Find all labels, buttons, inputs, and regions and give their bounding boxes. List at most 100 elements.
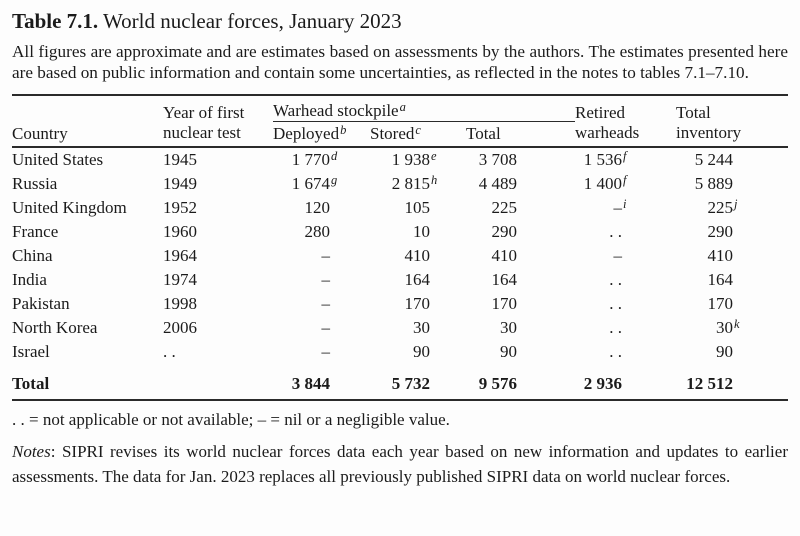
footnote-ref: d [331, 149, 338, 163]
table-description: All figures are approximate and are esti… [12, 42, 788, 82]
table-title-text: World nuclear forces, January 2023 [98, 9, 402, 33]
table-row-united-kingdom: United Kingdom 1952 120 105 225 –i 225j [12, 196, 788, 220]
cell-country: United States [12, 150, 104, 169]
cell-country: China [12, 246, 53, 265]
cell-country: Russia [12, 174, 58, 193]
cell-total: 30 [500, 318, 518, 337]
cell-country: North Korea [12, 318, 98, 337]
footnote-ref: h [431, 173, 438, 187]
cell-deployed: 120 [304, 198, 331, 217]
cell-total: 164 [491, 270, 518, 289]
notes-text: : SIPRI revises its world nuclear forces… [12, 442, 788, 486]
footnote-ref: k [734, 317, 740, 331]
cell-retired: . . [609, 342, 623, 361]
cell-stored: 90 [413, 342, 430, 361]
cell-deployed: – [321, 318, 331, 337]
cell-retired: . . [609, 294, 623, 313]
cell-year: 1964 [163, 246, 197, 265]
table-notes: Notes: SIPRI revises its world nuclear f… [12, 439, 788, 489]
cell-inventory: 170 [707, 294, 734, 313]
cell-total-stored: 5 732 [391, 374, 430, 393]
footnote-ref-b: b [340, 123, 347, 137]
table-number-label: Table 7.1. [12, 9, 99, 33]
cell-total: 170 [491, 294, 518, 313]
cell-total: 90 [500, 342, 518, 361]
cell-country: Pakistan [12, 294, 70, 313]
cell-country: United Kingdom [12, 198, 127, 217]
footnote-ref: g [331, 173, 338, 187]
table-row-north-korea: North Korea 2006 – 30 30 . . 30k [12, 316, 788, 340]
cell-total: 410 [491, 246, 518, 265]
cell-year: 1952 [163, 198, 197, 217]
footnote-ref-c: c [415, 123, 421, 137]
cell-inventory: 90 [716, 342, 734, 361]
cell-stored: 410 [404, 246, 431, 265]
table-row-israel: Israel . . – 90 90 . . 90 [12, 340, 788, 364]
cell-year: . . [163, 342, 176, 361]
header-row-sub: Deployedb Storedc Total [12, 122, 788, 148]
cell-deployed: 280 [304, 222, 331, 241]
table-body: United States 1945 1 770d 1 938e 3 708 1… [12, 147, 789, 400]
cell-total-deployed: 3 844 [291, 374, 330, 393]
cell-deployed: 1 770d [273, 147, 370, 172]
table-header: Country Year of first nuclear test Warhe… [12, 95, 789, 148]
table-row-india: India 1974 – 164 164 . . 164 [12, 268, 788, 292]
cell-stored: 30 [413, 318, 430, 337]
cell-deployed: – [321, 246, 331, 265]
table-row-pakistan: Pakistan 1998 – 170 170 . . 170 [12, 292, 788, 316]
cell-stored: 10 [413, 222, 430, 241]
cell-year: 1998 [163, 294, 197, 313]
table-row-united-states: United States 1945 1 770d 1 938e 3 708 1… [12, 147, 788, 172]
cell-stored: 105 [404, 198, 431, 217]
cell-inventory: 5 889 [694, 174, 734, 193]
col-header-stockpile-total: Total [466, 124, 501, 143]
footnote-ref: f [623, 173, 627, 187]
symbols-legend: . . = not applicable or not available; –… [12, 410, 450, 429]
cell-country: France [12, 222, 59, 241]
cell-retired: – [613, 246, 623, 265]
cell-year: 2006 [163, 318, 197, 337]
cell-country: Israel [12, 342, 50, 361]
cell-deployed: – [321, 294, 331, 313]
footnote-ref: j [734, 197, 738, 211]
col-header-year: Year of first nuclear test [163, 103, 245, 142]
cell-year: 1974 [163, 270, 197, 289]
col-header-retired-warheads: Retired warheads [575, 103, 640, 142]
cell-inventory: 5 244 [694, 150, 734, 169]
cell-year: 1960 [163, 222, 197, 241]
cell-retired: . . [609, 270, 623, 289]
nuclear-forces-table: Country Year of first nuclear test Warhe… [12, 94, 789, 401]
cell-year: 1945 [163, 150, 197, 169]
cell-total-inventory: 12 512 [686, 374, 734, 393]
cell-deployed: 1 674g [273, 172, 370, 196]
cell-retired: –i [575, 196, 676, 220]
cell-stored: 164 [404, 270, 431, 289]
cell-country: India [12, 270, 47, 289]
cell-total: 290 [491, 222, 518, 241]
col-group-warhead-stockpile: Warhead stockpilea [273, 95, 576, 122]
cell-retired: . . [609, 222, 623, 241]
page-title: Table 7.1. World nuclear forces, January… [12, 8, 788, 34]
col-header-country: Country [12, 124, 68, 143]
cell-year: 1949 [163, 174, 197, 193]
cell-retired: 1 536f [575, 147, 676, 172]
footnote-ref: e [431, 149, 437, 163]
table-row-france: France 1960 280 10 290 . . 290 [12, 220, 788, 244]
col-header-deployed: Deployedb [273, 123, 347, 143]
cell-deployed: – [321, 342, 331, 361]
cell-total-total: 9 576 [478, 374, 518, 393]
cell-total: 4 489 [478, 174, 518, 193]
footnote-ref-a: a [399, 100, 406, 114]
col-header-stored: Storedc [370, 123, 421, 143]
cell-inventory: 225j [676, 196, 788, 220]
cell-stored: 170 [404, 294, 431, 313]
cell-total: 225 [491, 198, 518, 217]
cell-stored: 1 938e [370, 147, 466, 172]
footnote-ref: i [623, 197, 627, 211]
footnote-ref: f [623, 149, 627, 163]
table-row-russia: Russia 1949 1 674g 2 815h 4 489 1 400f 5… [12, 172, 788, 196]
table-row-total: Total 3 844 5 732 9 576 2 936 12 512 [12, 364, 788, 400]
cell-stored: 2 815h [370, 172, 466, 196]
cell-total-retired: 2 936 [583, 374, 623, 393]
cell-deployed: – [321, 270, 331, 289]
